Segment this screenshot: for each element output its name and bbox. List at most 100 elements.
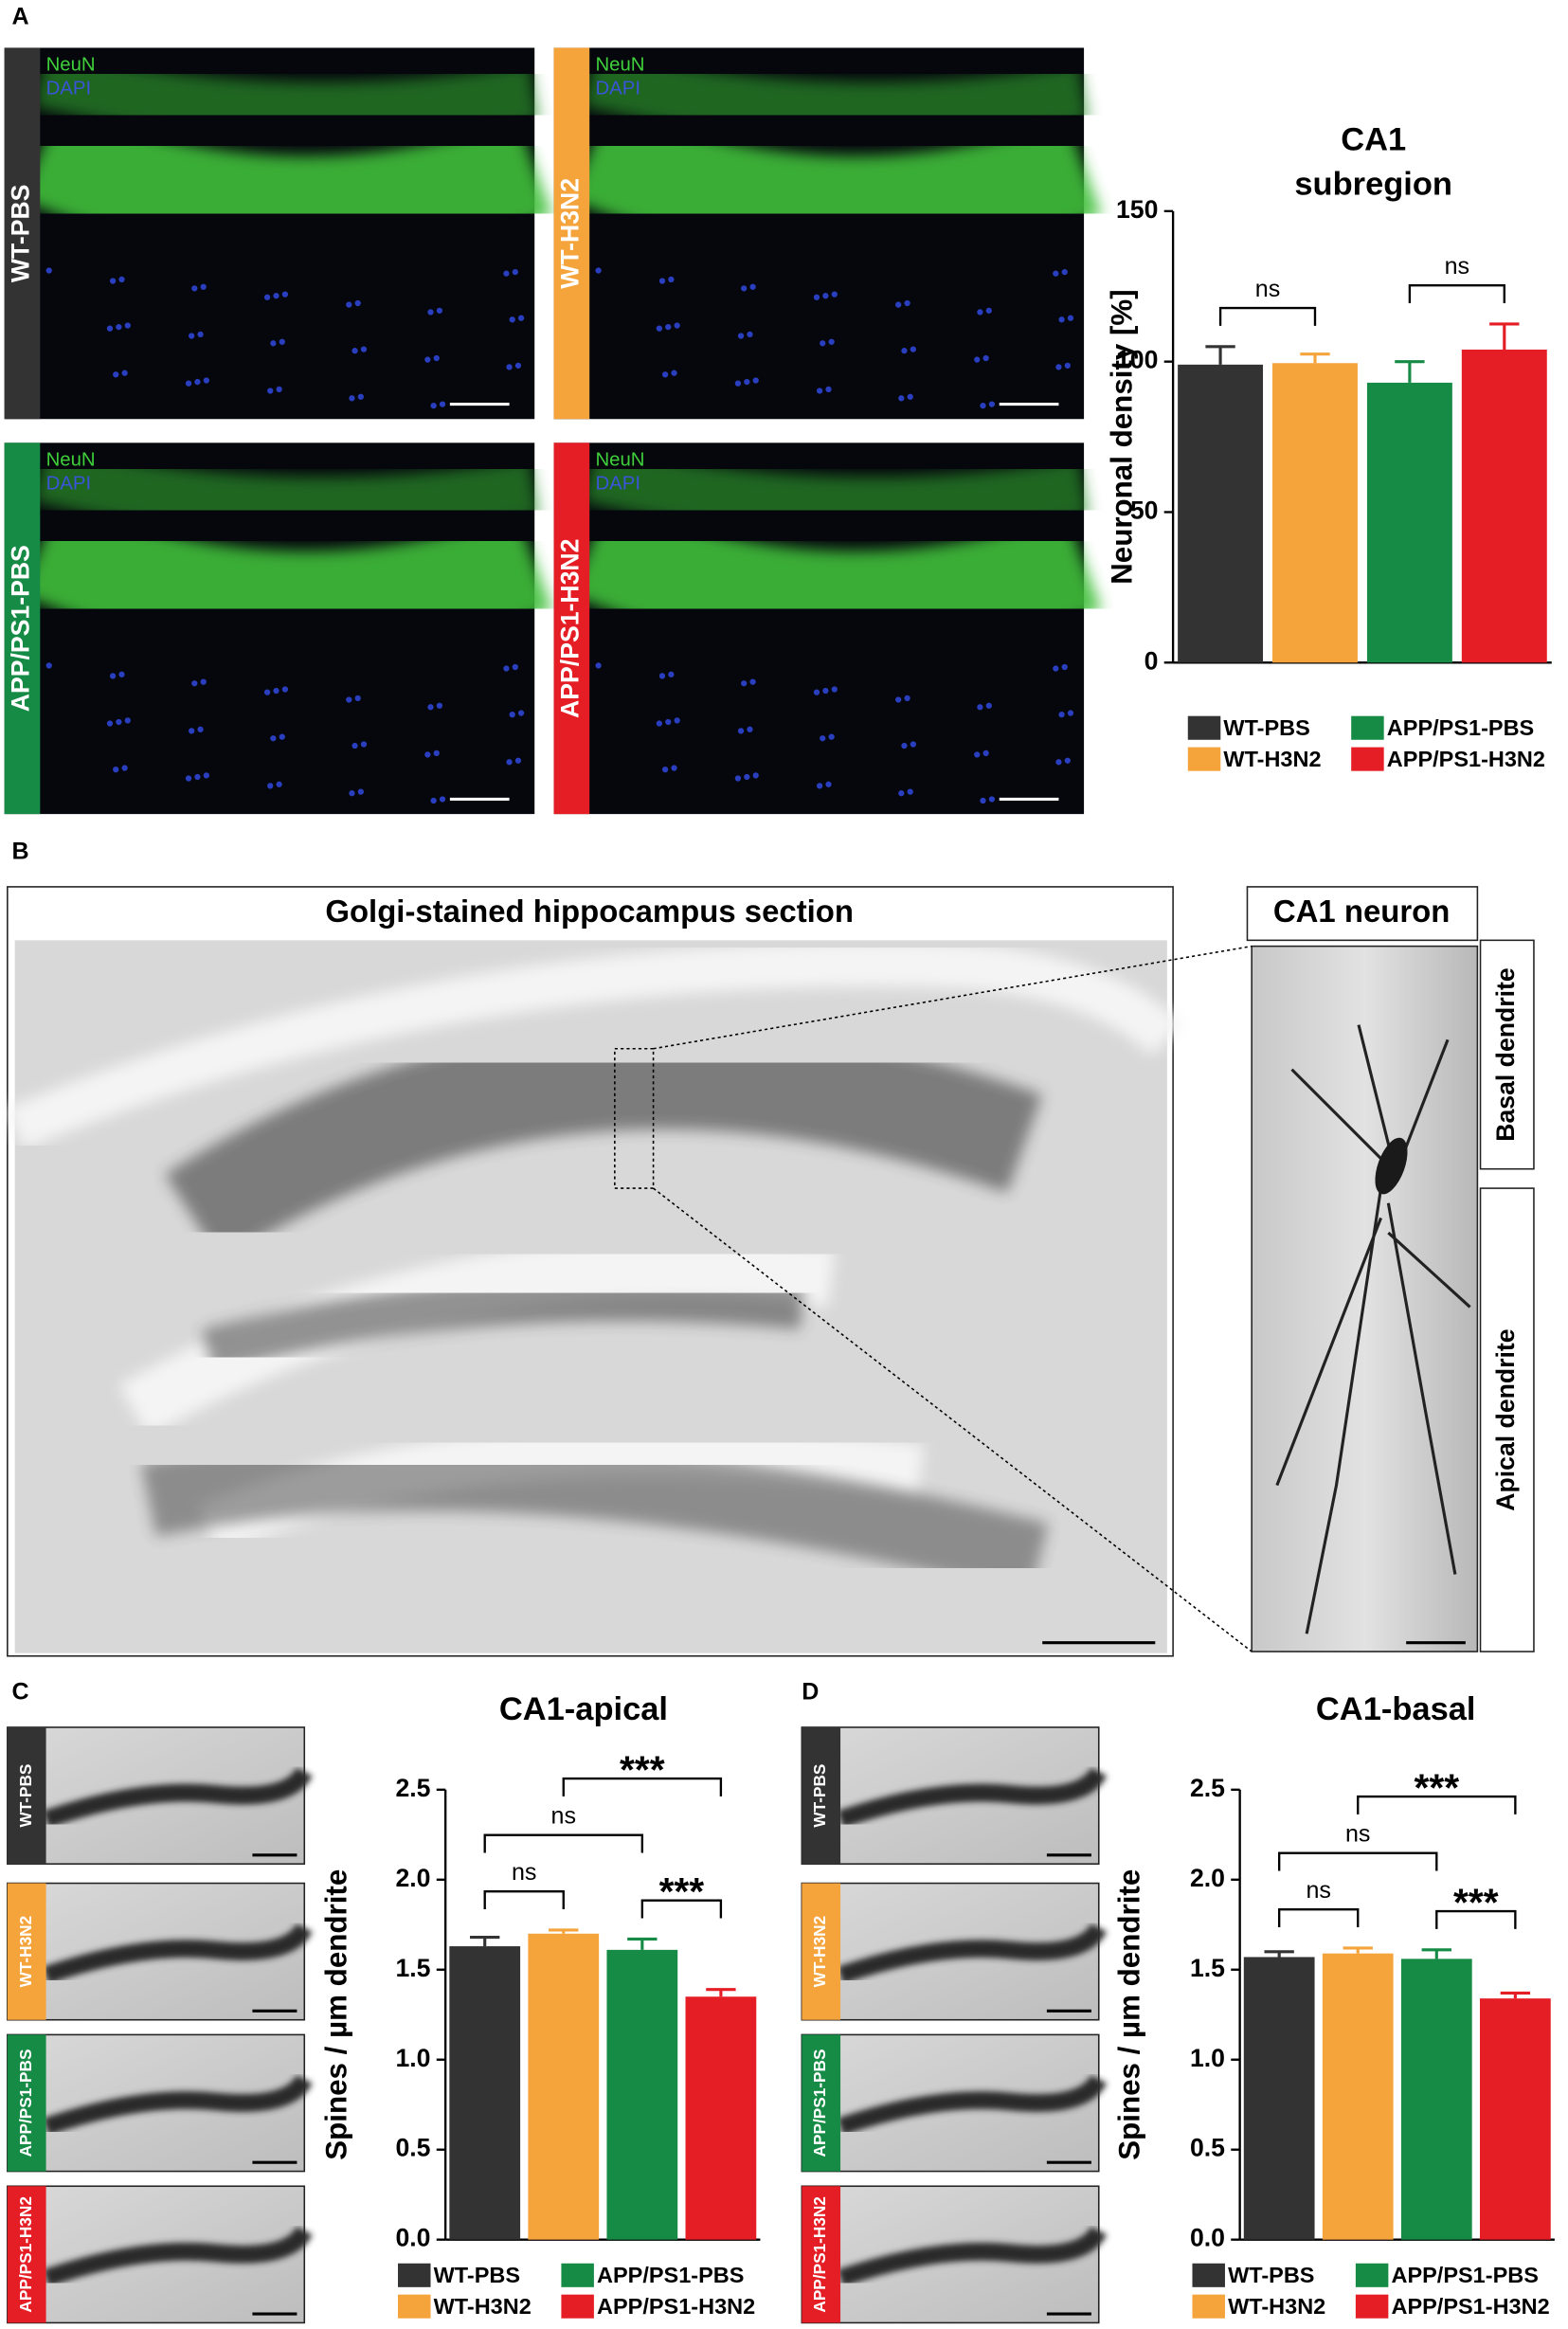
group-label: WT-PBS (16, 1764, 35, 1828)
dapi-dot (427, 704, 434, 711)
dapi-dot (113, 766, 119, 773)
error-bar (1395, 360, 1425, 383)
dapi-dot (737, 333, 745, 339)
dapi-dot (109, 673, 117, 679)
dapi-dot (747, 726, 753, 732)
dapi-dot (1061, 663, 1068, 671)
significance-label: ns (551, 1802, 576, 1829)
dapi-dot (439, 796, 446, 803)
dapi-dot (668, 276, 675, 283)
dapi-dot (360, 741, 368, 748)
dapi-dot (749, 283, 756, 290)
dapi-dot (674, 322, 680, 329)
group-strip (7, 1726, 46, 1865)
zoom-box (614, 1047, 655, 1189)
error-bar (1343, 1946, 1373, 1954)
chart-title: CA1 (1341, 121, 1406, 157)
significance-label: *** (659, 1869, 705, 1913)
dapi-dot (351, 742, 358, 749)
y-tick-label: 0.5 (395, 2134, 430, 2162)
dendrite (837, 1923, 1108, 1984)
dapi-dot (595, 662, 602, 669)
bar (606, 1949, 678, 2240)
dapi-dot (267, 783, 274, 789)
dapi-dot (734, 380, 742, 387)
error-bar (1500, 1991, 1531, 1999)
dapi-dot (1061, 268, 1068, 276)
dapi-dot (825, 386, 832, 393)
significance-label: *** (1415, 1766, 1460, 1810)
dapi-dot (741, 680, 748, 687)
bar (528, 1933, 600, 2240)
dapi-dot (665, 323, 672, 331)
dapi-dot (831, 686, 838, 693)
neun-band (582, 48, 1090, 141)
group-strip (802, 2186, 841, 2323)
dapi-dot (357, 788, 364, 795)
significance-label: ns (1345, 1820, 1370, 1847)
significance-label: *** (1453, 1881, 1499, 1924)
neun-band (568, 498, 1102, 655)
dapi-dot (273, 687, 279, 695)
group-label: APP/PS1-PBS (7, 545, 35, 712)
bar (1400, 1959, 1472, 2240)
dapi-dot (197, 331, 204, 338)
dendrite (43, 1923, 313, 1984)
dapi-dot (1058, 711, 1065, 718)
dapi-dot (349, 395, 355, 402)
error-bar (627, 1937, 658, 1950)
dapi-dot (512, 663, 518, 671)
group-strip (802, 1883, 841, 2020)
dapi-dot (514, 757, 522, 764)
dapi-dot (116, 323, 122, 331)
legend-swatch (1355, 2263, 1389, 2287)
legend-swatch (1192, 2263, 1225, 2287)
dapi-dot (985, 702, 992, 709)
dapi-dot (124, 717, 131, 724)
group-label: WT-H3N2 (810, 1916, 829, 1988)
y-tick-label: 1.0 (1190, 2044, 1225, 2072)
dapi-dot (898, 395, 905, 402)
chart-title: CA1-basal (1316, 1691, 1476, 1727)
legend-label: APP/PS1-H3N2 (597, 2294, 755, 2319)
neun-band (582, 443, 1090, 536)
legend-label: WT-PBS (1223, 715, 1309, 740)
legend-swatch (398, 2263, 431, 2287)
group-label: APP/PS1-H3N2 (16, 2196, 35, 2313)
dapi-dot (982, 749, 989, 757)
legend-swatch (1187, 715, 1221, 740)
dapi-dot (263, 689, 271, 695)
neun-band (20, 103, 552, 261)
dapi-dot (349, 790, 355, 797)
error-bar (706, 1988, 736, 1997)
significance-bracket (483, 1890, 565, 1910)
dapi-dot (281, 291, 289, 298)
dapi-dot (281, 686, 289, 693)
dapi-dot (901, 742, 908, 749)
group-label: APP/PS1-PBS (810, 2049, 829, 2157)
panel-label: A (12, 4, 29, 30)
dapi-dot (118, 671, 125, 677)
dapi-dot (737, 728, 745, 734)
error-bar (549, 1928, 579, 1934)
dapi-dot (118, 276, 125, 283)
error-bar (470, 1935, 500, 1947)
group-label: APP/PS1-PBS (16, 2049, 35, 2157)
significance-label: ns (1306, 1877, 1330, 1904)
dapi-dot (734, 775, 742, 782)
micrograph: WT-PBS NeuN DAPI (4, 47, 552, 420)
y-axis-label: Spines / µm dendrite (1113, 1869, 1146, 2160)
dapi-dot (747, 331, 753, 338)
dapi-dot (203, 772, 209, 779)
group-strip (7, 2034, 46, 2172)
dapi-dot (203, 377, 209, 384)
dapi-dot (895, 301, 902, 308)
dapi-dot (424, 356, 431, 363)
dapi-dot (658, 278, 666, 284)
dendrite (837, 2074, 1108, 2136)
region-box (1479, 1187, 1535, 1652)
legend-label: WT-PBS (1228, 2263, 1314, 2287)
dapi-dot (191, 680, 198, 687)
